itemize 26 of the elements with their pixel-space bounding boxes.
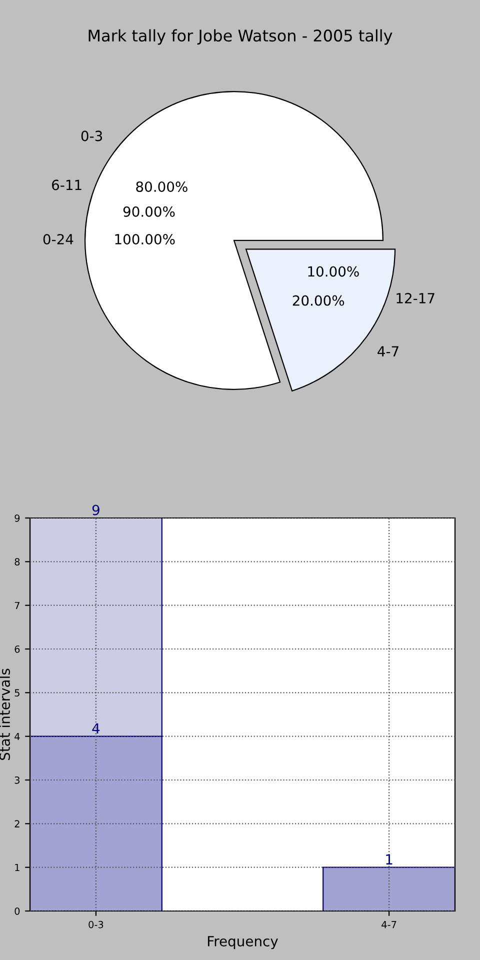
y-tick-label: 2 xyxy=(14,820,20,828)
data-label: 1 xyxy=(386,854,392,864)
data-label: 20.00% xyxy=(292,295,344,306)
chart-title: Mark tally for Jobe Watson - 2005 tally xyxy=(88,29,392,45)
data-label: 4 xyxy=(92,723,100,734)
y-tick-label: 3 xyxy=(14,776,20,784)
y-tick-label: 6 xyxy=(14,645,20,653)
y-tick-label: 0 xyxy=(14,907,20,915)
total-label: 9 xyxy=(92,504,100,516)
y-tick-label: 4 xyxy=(14,732,20,740)
bar xyxy=(322,866,455,911)
slice-label: 4-7 xyxy=(378,346,398,356)
text: 90.00% xyxy=(123,206,175,217)
y-tick-label: 1 xyxy=(15,864,20,872)
y-tick-label: 5 xyxy=(14,689,20,696)
text: 12-17 xyxy=(396,292,434,304)
x-axis-title: Frequency xyxy=(208,936,278,950)
y-tick-label: 8 xyxy=(14,558,20,566)
text: 0-24 xyxy=(43,234,74,245)
y-tick-label: 7 xyxy=(14,602,20,610)
text: 10.00% xyxy=(308,266,359,277)
text: 6-11 xyxy=(52,180,82,190)
text: 100.00% xyxy=(115,234,175,245)
slice-label: 0-3 xyxy=(81,130,102,142)
y-tick-label: 9 xyxy=(14,514,20,522)
data-label: 80.00% xyxy=(136,181,188,192)
